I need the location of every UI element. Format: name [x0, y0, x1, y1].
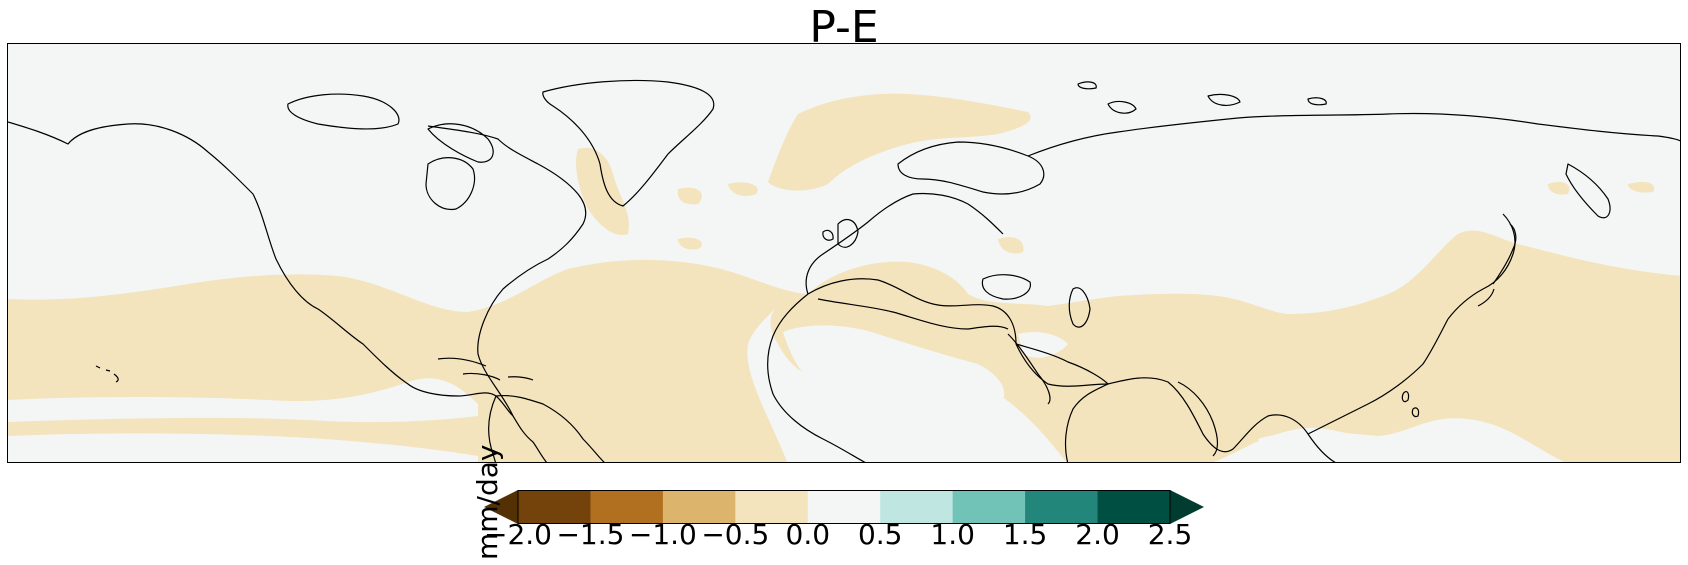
southeast-asia [1307, 318, 1449, 435]
colorbar-outline [517, 490, 1171, 524]
colorbar-bins [518, 490, 1171, 524]
europe-coast [805, 192, 1004, 295]
bering-patch [1628, 181, 1655, 193]
colorbar-tick-label: 1.0 [930, 518, 975, 551]
norwegian-sea-patch [768, 93, 1031, 191]
philippines [1401, 390, 1420, 418]
east-asia-coast [1447, 213, 1516, 320]
coastlines [8, 79, 1680, 462]
arabian-gap [1018, 332, 1068, 358]
hawaii [95, 365, 119, 383]
colorbar-bin [1025, 490, 1099, 524]
colorbar-tick-label: −1.5 [556, 518, 625, 551]
atlantic-patch-3 [678, 237, 702, 250]
greenland [542, 79, 715, 207]
colorbar [484, 490, 1204, 524]
indian-ocean-gap [1258, 422, 1526, 462]
colorbar-bin [880, 490, 954, 524]
siberia-coast [1027, 112, 1680, 157]
colorbar-bin [1097, 490, 1171, 524]
colorbar-tick-label: −2.0 [484, 518, 552, 551]
black-sea [981, 274, 1031, 300]
north-america-coast [8, 121, 548, 462]
colorbar-bin [735, 490, 809, 524]
labrador-sea-patch [576, 147, 630, 235]
map-panel [7, 43, 1681, 463]
colorbar-bin [952, 490, 1026, 524]
colorbar-tick-label: 1.5 [1002, 518, 1048, 551]
arctic-islands [1077, 81, 1327, 114]
atlantic-patch-2 [728, 182, 758, 196]
colorbar-tick-label: 0.0 [785, 518, 831, 551]
caspian-sea [1068, 287, 1091, 328]
colorbar-over-arrow [1170, 490, 1204, 524]
sahara-gap [783, 325, 1005, 401]
colorbar-bin [662, 490, 736, 524]
india [1177, 381, 1219, 457]
colorbar-under-arrow [484, 490, 518, 524]
mediterranean-north [807, 278, 1017, 345]
mediterranean-south [817, 298, 1009, 330]
colorbar-tick-label: −0.5 [701, 518, 770, 551]
south-pacific-gap [8, 433, 478, 462]
south-america-coast [495, 394, 605, 462]
baffin-island [427, 123, 494, 163]
black-sea-patch [998, 237, 1024, 254]
south-america-west [488, 395, 497, 462]
arabian-peninsula [1015, 343, 1109, 385]
high-latitude-patches [576, 93, 1655, 254]
equatorial-pacific-gap [8, 378, 478, 423]
japan [1477, 223, 1517, 307]
pacific-patch [1548, 182, 1570, 195]
caribbean-islands [437, 357, 534, 381]
colorbar-tick-label: 2.0 [1075, 518, 1120, 551]
north-america-east-coast [427, 125, 587, 417]
colorbar-tick-label: −1.0 [628, 518, 697, 551]
colorbar-bin [590, 490, 664, 524]
colorbar-bin [807, 490, 881, 524]
africa-coast [767, 293, 866, 462]
colorbar-tick-label: 2.5 [1147, 518, 1193, 551]
scandinavia [897, 141, 1045, 195]
canadian-arctic [287, 93, 400, 130]
near-zero-cutouts [8, 325, 1526, 462]
hudson-bay [425, 157, 476, 211]
atlantic-patch-1 [677, 187, 702, 205]
colorbar-bin [518, 490, 591, 524]
map-canvas [8, 44, 1680, 462]
kamchatka [1565, 163, 1611, 219]
british-isles [822, 218, 859, 248]
colorbar-tick-label: 0.5 [857, 518, 903, 551]
